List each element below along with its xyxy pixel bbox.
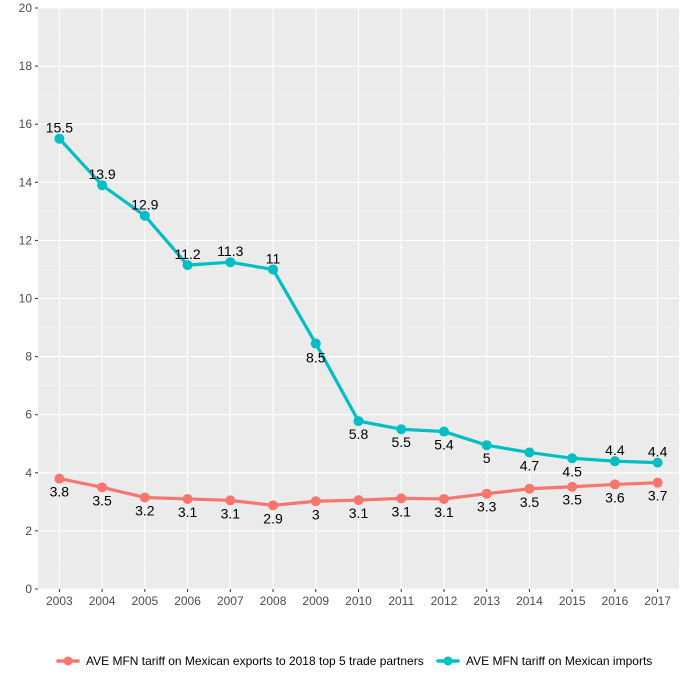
data-label-exports: 3.3: [477, 499, 497, 515]
data-label-exports: 3.1: [221, 505, 241, 521]
data-label-imports: 5: [483, 450, 491, 466]
data-point-imports: [97, 180, 108, 191]
data-point-imports: [353, 416, 364, 427]
legend-label-imports: AVE MFN tariff on Mexican imports: [466, 654, 652, 668]
x-tick-label: 2011: [388, 594, 414, 608]
x-tick-label: 2013: [473, 594, 500, 608]
data-point-exports: [353, 495, 364, 506]
data-point-imports: [396, 424, 407, 435]
data-point-exports: [524, 483, 535, 494]
data-label-imports: 8.5: [306, 350, 326, 366]
y-tick-label: 14: [19, 175, 33, 189]
data-label-imports: 11: [266, 250, 281, 266]
data-point-exports: [139, 492, 150, 503]
data-point-exports: [97, 482, 108, 493]
data-label-exports: 3.8: [50, 484, 70, 500]
y-axis: 0 2 4 6 8 10 12 14 16 18 20: [19, 1, 38, 596]
data-point-exports: [481, 488, 492, 499]
data-point-imports: [182, 260, 193, 271]
data-labels: 3.8 3.5 3.2 3.1 3.1 2.9 3 3.1 3.1 3.1 3.3 3.5 3.5 3.6…: [46, 120, 668, 527]
x-axis: 2003 2004 2005 2006 2007 2008 2009 2010 2011 2012…: [46, 589, 671, 608]
x-tick-label: 2010: [345, 594, 372, 608]
data-point-exports: [567, 481, 578, 492]
x-tick-label: 2003: [46, 594, 73, 608]
data-point-imports: [567, 453, 578, 464]
x-tick-label: 2012: [431, 594, 458, 608]
data-point-imports: [438, 426, 449, 437]
data-point-imports: [481, 440, 492, 451]
data-label-imports: 5.4: [434, 437, 454, 453]
legend-label-exports: AVE MFN tariff on Mexican exports to 201…: [86, 654, 424, 668]
data-point-exports: [225, 495, 236, 506]
x-tick-label: 2017: [644, 594, 671, 608]
y-tick-label: 6: [25, 408, 32, 422]
legend-marker-exports: [63, 656, 73, 666]
data-label-imports: 4.5: [562, 463, 582, 479]
x-tick-label: 2016: [602, 594, 629, 608]
data-label-imports: 4.4: [648, 444, 668, 460]
data-label-exports: 3.2: [135, 502, 155, 518]
data-label-imports: 12.9: [131, 197, 158, 213]
x-tick-label: 2015: [559, 594, 586, 608]
data-point-exports: [54, 473, 65, 484]
series-layer: [54, 133, 663, 511]
legend-marker-imports: [443, 656, 453, 666]
y-tick-label: 2: [25, 524, 32, 538]
data-point-imports: [268, 264, 279, 275]
y-tick-label: 12: [19, 233, 33, 247]
data-label-exports: 3.1: [178, 504, 198, 520]
data-point-imports: [139, 210, 150, 221]
data-point-imports: [54, 133, 65, 144]
x-tick-label: 2007: [217, 594, 244, 608]
data-point-imports: [225, 257, 236, 268]
data-point-imports: [652, 457, 663, 468]
data-label-imports: 11.2: [174, 246, 200, 262]
legend: AVE MFN tariff on Mexican exports to 201…: [56, 654, 652, 668]
data-label-imports: 5.5: [391, 434, 411, 450]
y-tick-label: 4: [25, 466, 32, 480]
data-point-exports: [268, 500, 279, 511]
data-label-imports: 13.9: [88, 166, 115, 182]
x-tick-label: 2014: [516, 594, 543, 608]
data-label-exports: 3.1: [349, 505, 369, 521]
y-tick-label: 0: [25, 582, 32, 596]
data-label-imports: 4.7: [520, 457, 540, 473]
data-point-imports: [609, 456, 620, 467]
data-point-imports: [310, 338, 321, 349]
data-label-exports: 3.7: [648, 488, 668, 504]
data-label-exports: 2.9: [263, 510, 283, 526]
data-label-exports: 3.1: [434, 504, 454, 520]
data-point-exports: [438, 493, 449, 504]
data-label-exports: 3.1: [391, 503, 411, 519]
data-point-exports: [652, 477, 663, 488]
data-label-exports: 3.6: [605, 489, 625, 505]
x-tick-label: 2005: [131, 594, 158, 608]
y-tick-label: 20: [19, 1, 33, 15]
data-point-exports: [609, 479, 620, 490]
data-label-exports: 3: [312, 506, 320, 522]
data-label-exports: 3.5: [520, 494, 540, 510]
data-point-exports: [310, 496, 321, 507]
data-label-imports: 4.4: [605, 442, 625, 458]
y-tick-label: 8: [25, 350, 32, 364]
x-tick-label: 2008: [260, 594, 287, 608]
data-label-imports: 15.5: [46, 120, 73, 136]
x-tick-label: 2009: [302, 594, 329, 608]
data-label-imports: 11.3: [217, 243, 243, 259]
x-tick-label: 2006: [174, 594, 201, 608]
y-tick-label: 18: [19, 59, 33, 73]
data-point-exports: [396, 493, 407, 504]
data-label-exports: 3.5: [92, 492, 112, 508]
data-point-imports: [524, 447, 535, 458]
data-label-exports: 3.5: [562, 492, 582, 508]
x-tick-label: 2004: [89, 594, 116, 608]
data-point-exports: [182, 493, 193, 504]
y-tick-label: 16: [19, 117, 33, 131]
y-tick-label: 10: [19, 292, 33, 306]
data-label-imports: 5.8: [349, 426, 369, 442]
